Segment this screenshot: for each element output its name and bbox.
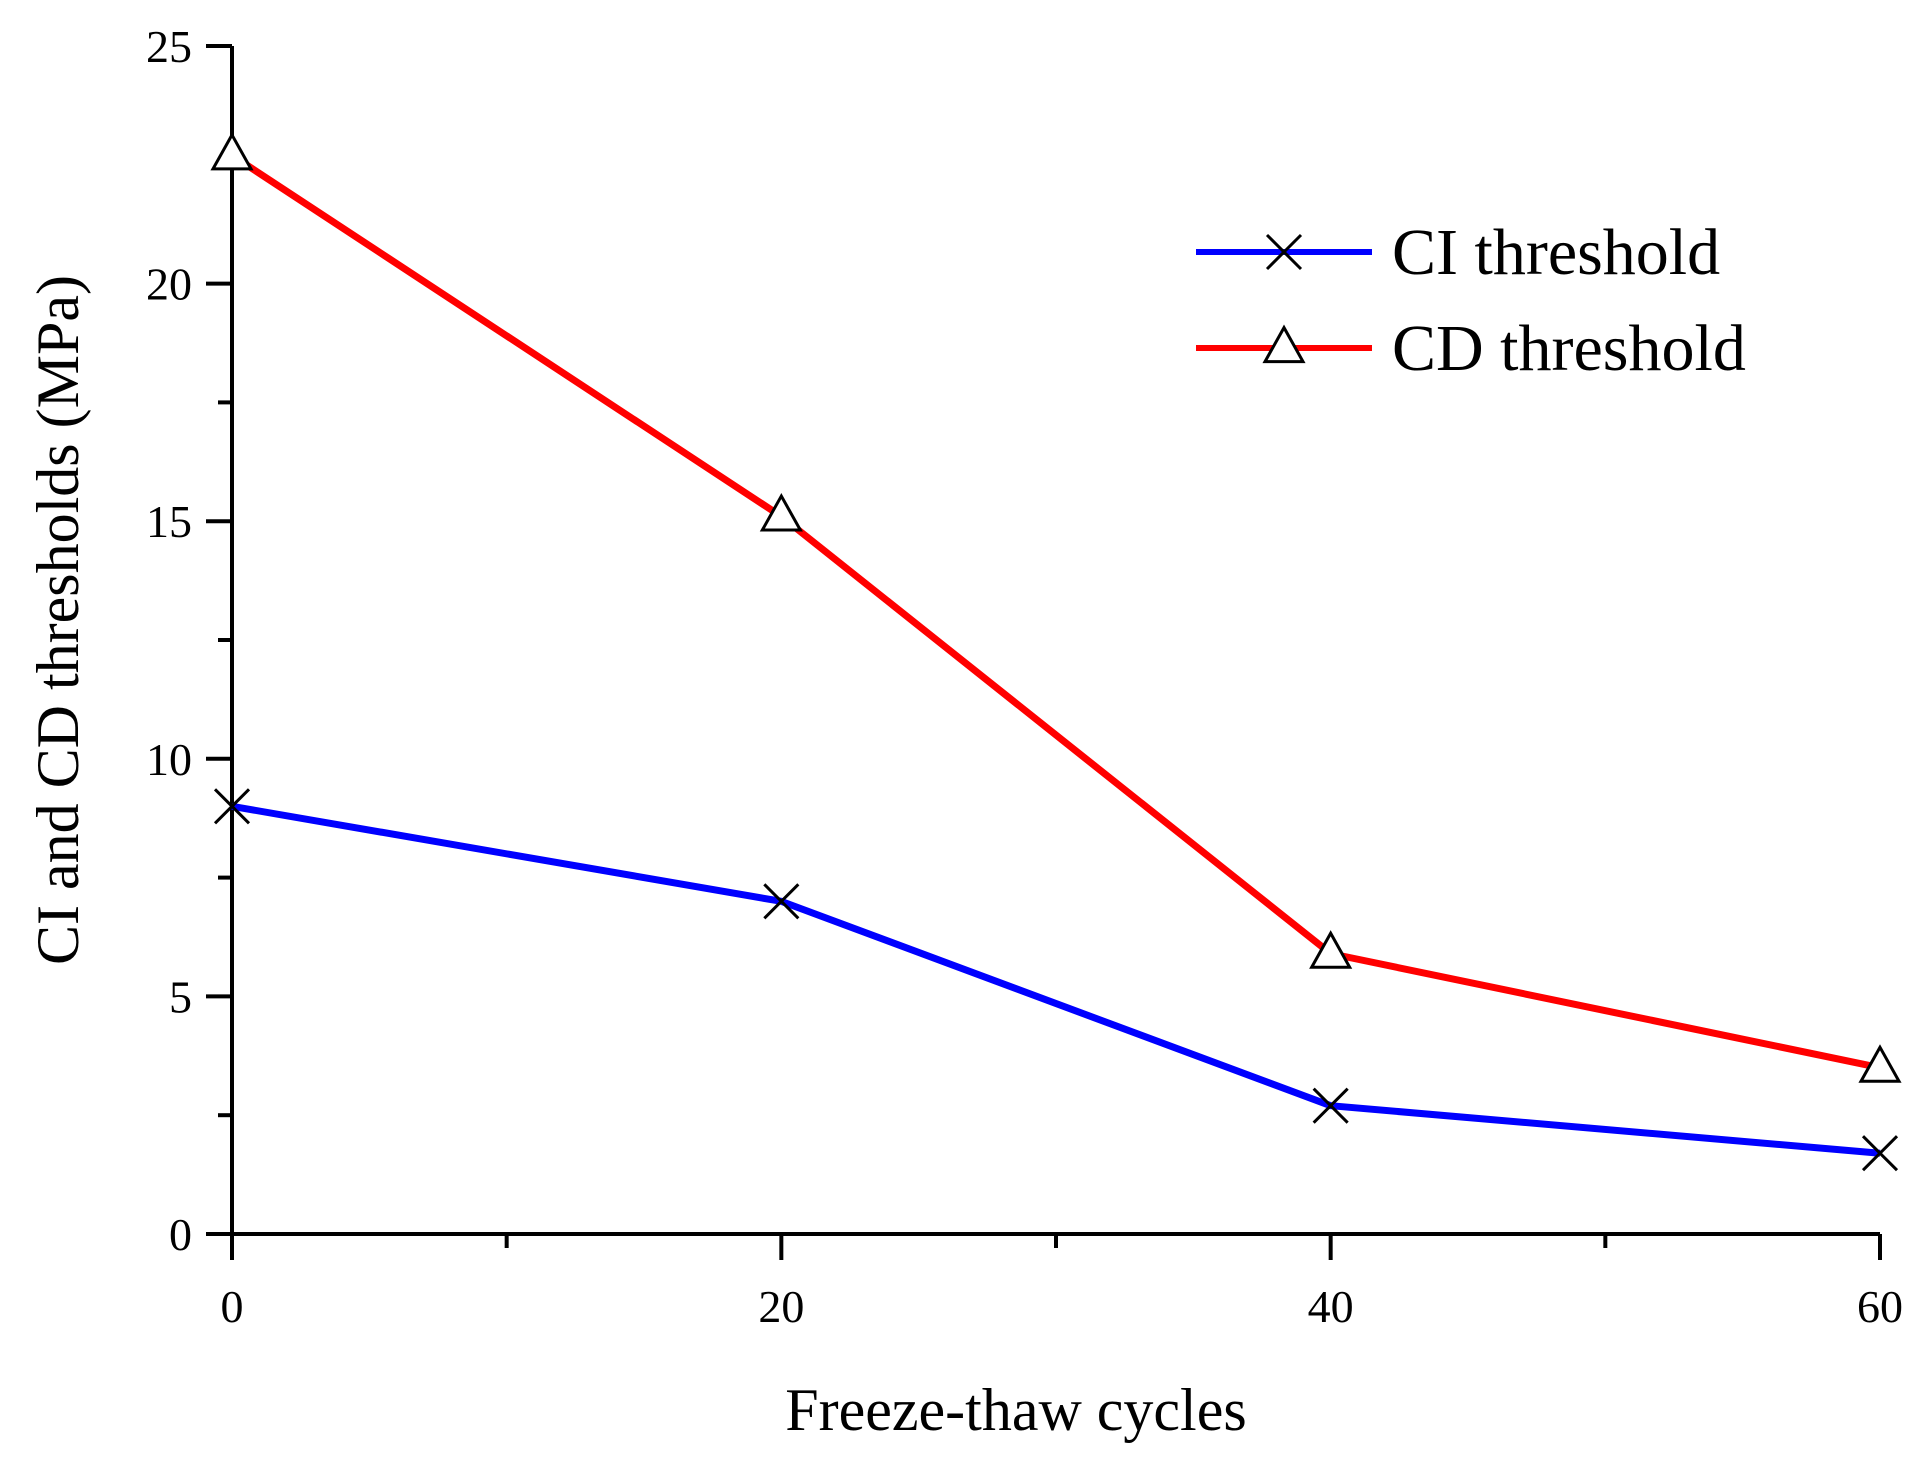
y-ticks: 0 5 10 15 20 25	[146, 21, 232, 1260]
point-cd-threshold-60	[1858, 1044, 1902, 1083]
x-tick-label-0: 0	[221, 1281, 244, 1332]
legend-symbol	[1265, 233, 1303, 271]
point-ci-threshold-60	[1861, 1135, 1899, 1172]
point-ci-threshold-40	[1312, 1087, 1349, 1124]
legend-label-cd-threshold: CD threshold	[1392, 312, 1746, 385]
x-tick-label-60: 60	[1857, 1281, 1903, 1332]
x-ticks: 0 20 40 60	[221, 1234, 1903, 1332]
point-ci-threshold-0	[213, 788, 251, 825]
x-tick-label-40: 40	[1308, 1281, 1354, 1332]
series-line-cd-threshold	[230, 152, 1881, 1072]
legend-marker-cd-threshold	[1262, 324, 1306, 364]
point-cd-threshold-40	[1309, 930, 1353, 969]
y-tick-label-20: 20	[146, 259, 192, 310]
legend-item-cd-threshold: CD threshold	[1196, 312, 1746, 385]
y-tick-label-10: 10	[146, 734, 192, 785]
y-tick-label-15: 15	[146, 496, 192, 547]
series-lines	[230, 152, 1881, 1157]
y-axis-title: CI and CD thresholds (MPa)	[25, 275, 91, 965]
y-tick-label-5: 5	[169, 971, 192, 1022]
legend-symbol	[1262, 324, 1306, 364]
point-ci-threshold-20	[763, 883, 800, 920]
y-tick-label-0: 0	[169, 1209, 192, 1260]
x-axis-title: Freeze-thaw cycles	[785, 1377, 1246, 1443]
point-cd-threshold-20	[759, 492, 803, 532]
legend-item-ci-threshold: CI threshold	[1196, 216, 1720, 289]
series-line-ci-threshold	[231, 802, 1881, 1157]
legend: CI threshold CD threshold	[1196, 216, 1746, 385]
series-markers	[210, 131, 1902, 1172]
legend-marker-ci-threshold	[1265, 233, 1303, 271]
legend-label-ci-threshold: CI threshold	[1392, 216, 1720, 289]
point-cd-threshold-0	[210, 131, 254, 171]
y-tick-label-25: 25	[146, 21, 192, 72]
x-tick-label-20: 20	[758, 1281, 804, 1332]
